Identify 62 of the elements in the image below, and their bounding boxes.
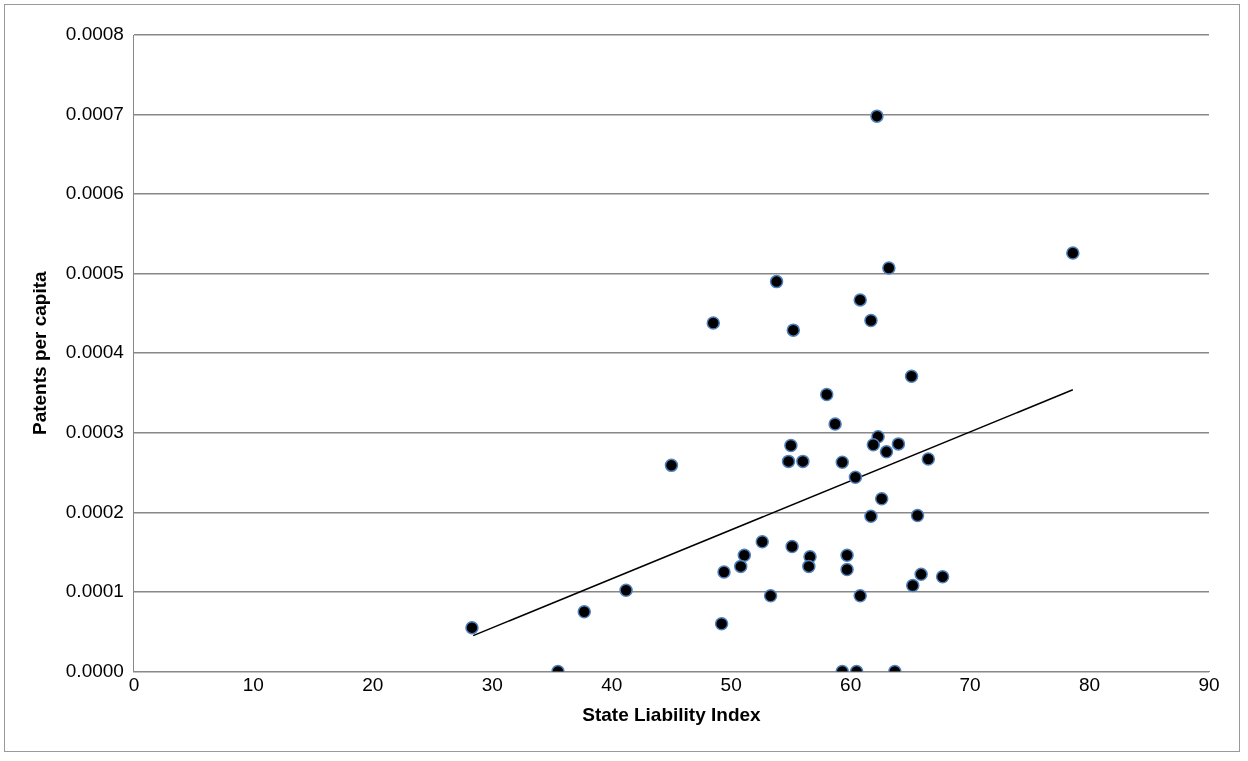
x-tick-label: 0 xyxy=(128,674,140,696)
point xyxy=(802,559,816,574)
point xyxy=(921,452,936,466)
y-tick-label: 0.0004 xyxy=(65,341,125,363)
point xyxy=(796,454,810,469)
y-tick-label: 0.0008 xyxy=(65,23,124,45)
y-tick-label: 0.0003 xyxy=(65,420,124,442)
point xyxy=(763,589,778,603)
point xyxy=(840,562,854,577)
point xyxy=(935,569,950,584)
x-tick-label: 20 xyxy=(362,674,384,696)
point xyxy=(706,316,721,330)
x-tick-label: 60 xyxy=(840,674,862,696)
point xyxy=(577,604,592,619)
point xyxy=(910,508,925,523)
y-axis-title: Patents per capita xyxy=(28,270,50,436)
point xyxy=(755,534,769,549)
point xyxy=(1066,246,1080,260)
point xyxy=(737,548,752,563)
point xyxy=(874,492,889,506)
point xyxy=(882,261,896,275)
point xyxy=(664,458,679,473)
x-axis-title: State Liability Index xyxy=(582,703,762,725)
point xyxy=(785,539,799,554)
x-tick-label: 90 xyxy=(1198,674,1220,696)
point xyxy=(853,293,867,307)
y-tick-label: 0.0007 xyxy=(65,102,124,124)
point xyxy=(853,589,867,603)
point xyxy=(904,369,919,384)
point xyxy=(820,387,834,402)
y-tick-label: 0.0000 xyxy=(65,659,124,681)
point xyxy=(784,438,798,453)
y-tick-label: 0.0006 xyxy=(65,182,124,204)
point xyxy=(914,567,928,582)
point xyxy=(786,323,801,337)
x-tick-label: 40 xyxy=(601,674,623,696)
x-tick-label: 50 xyxy=(720,674,742,696)
point xyxy=(781,454,796,469)
y-tick-label: 0.0005 xyxy=(65,261,124,283)
y-tick-label: 0.0002 xyxy=(65,500,124,522)
point xyxy=(828,417,842,431)
point xyxy=(870,109,884,123)
point xyxy=(891,437,906,451)
point xyxy=(717,565,731,579)
x-tick-label: 30 xyxy=(481,674,503,696)
y-tick-label: 0.0001 xyxy=(65,580,124,602)
x-tick-label: 10 xyxy=(242,674,264,696)
point xyxy=(879,445,894,459)
point xyxy=(835,455,850,469)
point xyxy=(714,616,729,631)
x-tick-label: 80 xyxy=(1078,674,1101,696)
point xyxy=(619,583,633,598)
point xyxy=(848,470,863,485)
point xyxy=(866,437,881,452)
point xyxy=(465,620,479,635)
x-tick-label: 70 xyxy=(959,674,981,696)
point xyxy=(769,274,784,289)
point xyxy=(840,548,854,563)
point xyxy=(864,509,878,524)
point xyxy=(864,313,878,328)
point xyxy=(733,559,748,574)
point xyxy=(906,578,920,593)
